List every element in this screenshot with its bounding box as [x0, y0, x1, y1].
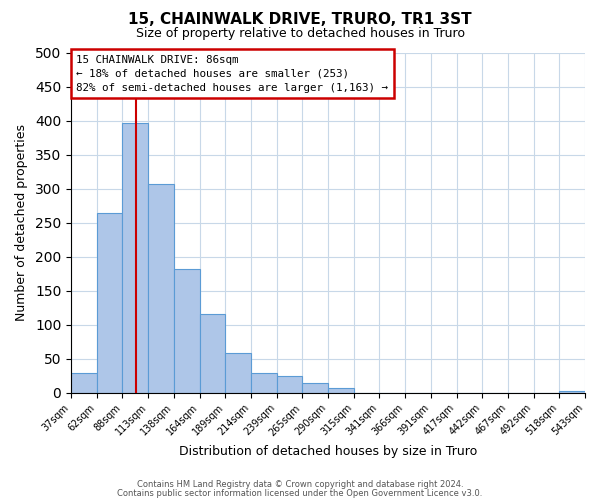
Text: Size of property relative to detached houses in Truro: Size of property relative to detached ho…: [136, 28, 464, 40]
Bar: [122, 123, 148, 393]
Bar: [328, 388, 354, 393]
X-axis label: Distribution of detached houses by size in Truro: Distribution of detached houses by size …: [179, 444, 477, 458]
Text: 15 CHAINWALK DRIVE: 86sqm
← 18% of detached houses are smaller (253)
82% of semi: 15 CHAINWALK DRIVE: 86sqm ← 18% of detac…: [76, 54, 388, 92]
Bar: [71, 372, 97, 393]
Bar: [97, 213, 122, 393]
Bar: [302, 382, 328, 393]
Text: Contains public sector information licensed under the Open Government Licence v3: Contains public sector information licen…: [118, 488, 482, 498]
Bar: [277, 376, 302, 393]
Y-axis label: Number of detached properties: Number of detached properties: [15, 124, 28, 322]
Bar: [251, 372, 277, 393]
Bar: [200, 314, 225, 393]
Bar: [559, 391, 585, 393]
Text: 15, CHAINWALK DRIVE, TRURO, TR1 3ST: 15, CHAINWALK DRIVE, TRURO, TR1 3ST: [128, 12, 472, 28]
Text: Contains HM Land Registry data © Crown copyright and database right 2024.: Contains HM Land Registry data © Crown c…: [137, 480, 463, 489]
Bar: [174, 268, 200, 393]
Bar: [148, 184, 174, 393]
Bar: [225, 353, 251, 393]
